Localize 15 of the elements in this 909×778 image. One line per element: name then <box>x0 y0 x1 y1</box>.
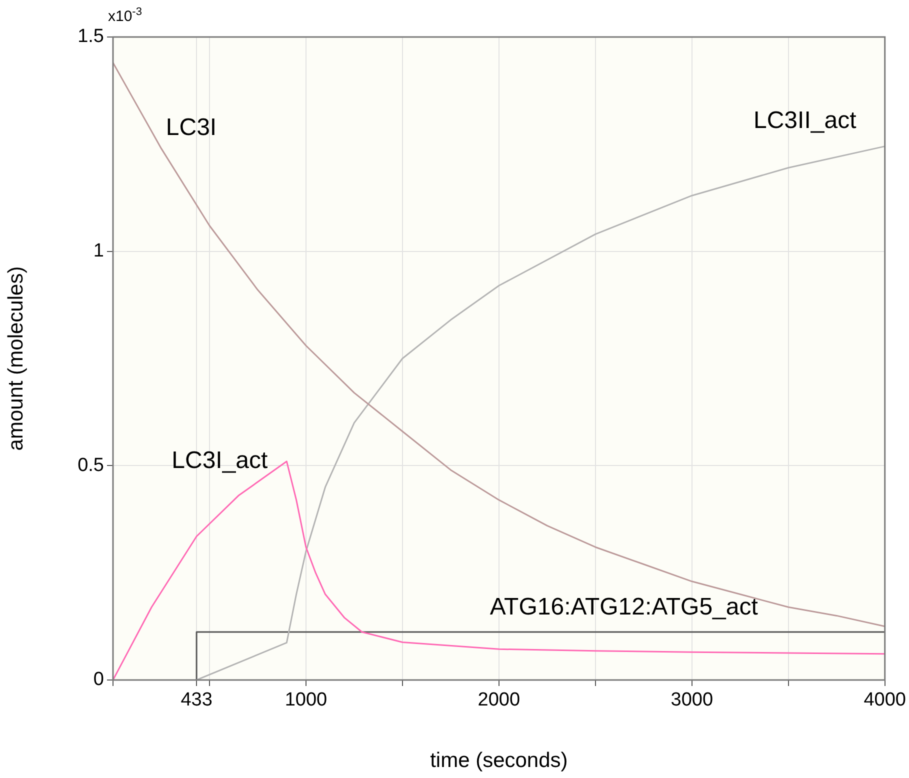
y-tick-label: 0.5 <box>78 454 104 476</box>
series-label: LC3I_act <box>172 447 268 474</box>
x-tick-label: 4000 <box>864 690 906 711</box>
y-axis-title: amount (molecules) <box>4 266 28 451</box>
y-tick-label: 1.5 <box>78 26 104 48</box>
series-label: ATG16:ATG12:ATG5_act <box>490 594 758 621</box>
x-tick-label: 3000 <box>670 690 714 711</box>
x-tick-label: 1000 <box>284 690 328 711</box>
x-tick-label: 2000 <box>478 690 520 711</box>
x-tick-label: 433 <box>180 690 212 711</box>
y-tick-label: 0 <box>93 669 104 690</box>
x-axis-title: time (seconds) <box>430 749 568 772</box>
series-label: LC3I <box>166 114 217 142</box>
series-label: LC3II_act <box>754 106 857 134</box>
y-tick-label: 1 <box>93 240 104 262</box>
